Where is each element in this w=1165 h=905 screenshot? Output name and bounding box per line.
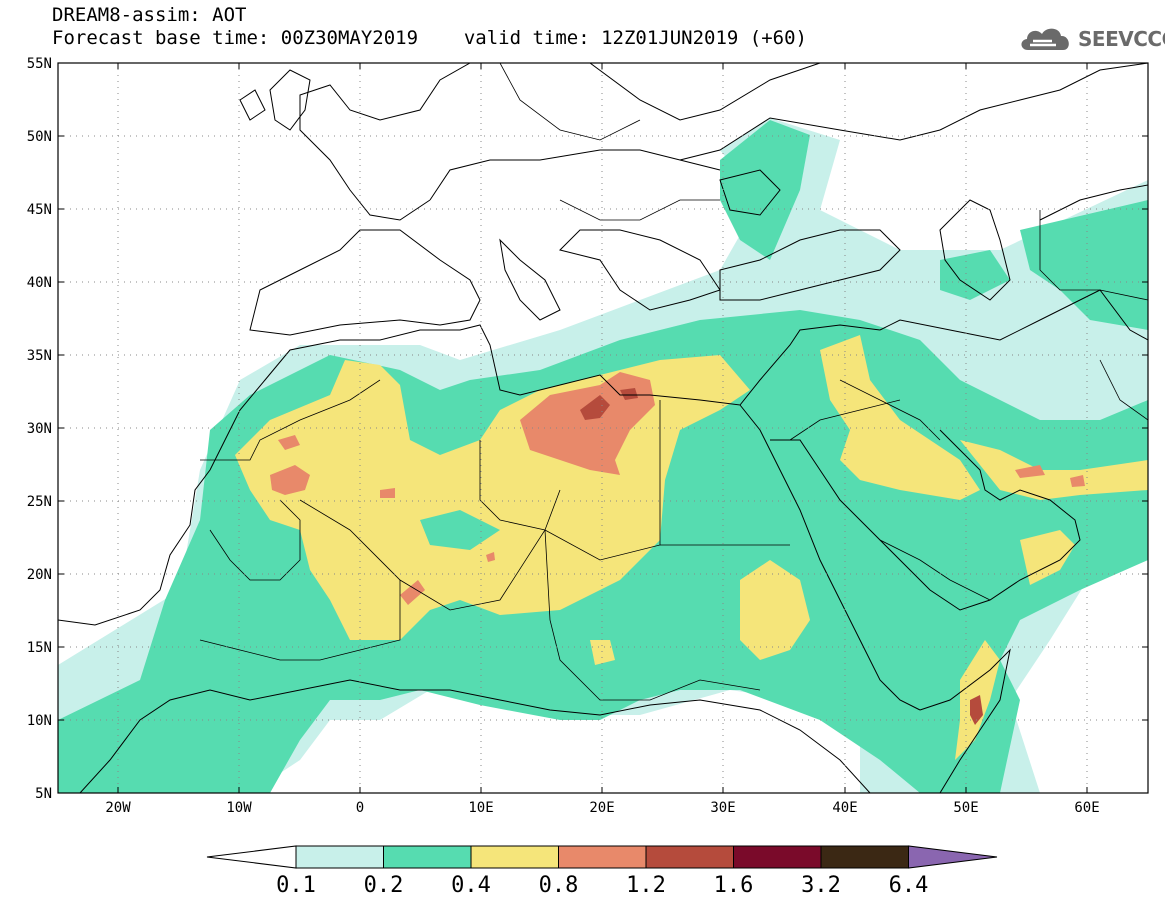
svg-text:60E: 60E [1074,800,1099,816]
lon-tick: 10E [468,800,493,816]
colorbar-segment [383,845,472,869]
aot-field [58,63,1148,793]
colorbar-label: 3.2 [801,873,841,898]
svg-text:35N: 35N [27,348,52,364]
svg-text:0: 0 [356,800,364,816]
colorbar-segment [820,845,909,869]
seevccc-logo: SEEVCCC [1018,22,1165,56]
colorbar-above-arrow [908,845,998,869]
lon-tick: 40E [832,800,857,816]
svg-text:40N: 40N [27,275,52,291]
lat-tick: 5N [35,786,52,802]
coastlines [58,63,1148,793]
colorbar-below-arrow [206,845,297,869]
lat-tick: 25N [27,494,52,510]
map-title: DREAM8-assim: AOT [52,4,247,26]
lon-tick: 30E [710,800,735,816]
lat-tick: 15N [27,640,52,656]
lat-tick: 20N [27,567,52,583]
lon-tick: 20E [589,800,614,816]
borders [199,63,1148,701]
svg-text:50E: 50E [953,800,978,816]
colorbar-segment [645,845,734,869]
colorbar-label: 0.1 [276,873,316,898]
lon-tick: 20W [105,800,131,816]
svg-text:20E: 20E [589,800,614,816]
base-time: Forecast base time: 00Z30MAY2019 [52,27,419,49]
forecast-time-line: Forecast base time: 00Z30MAY2019 valid t… [52,27,807,49]
aot-contour-0.8 [270,372,1085,605]
svg-text:10E: 10E [468,800,493,816]
svg-text:50N: 50N [27,129,52,145]
lon-tick: 0 [356,800,364,816]
cloud-icon [1021,28,1069,50]
colorbar-label: 1.2 [626,873,666,898]
lon-tick: 50E [953,800,978,816]
lat-tick: 55N [27,56,52,72]
colorbar-segment [470,845,559,869]
svg-text:15N: 15N [27,640,52,656]
lat-tick: 10N [27,713,52,729]
svg-text:20N: 20N [27,567,52,583]
lat-tick: 40N [27,275,52,291]
lat-tick: 45N [27,202,52,218]
logo-text: SEEVCCC [1078,27,1165,51]
colorbar-label: 0.8 [539,873,579,898]
svg-text:10W: 10W [226,800,252,816]
lat-tick: 50N [27,129,52,145]
colorbar-label: 0.2 [364,873,404,898]
svg-text:25N: 25N [27,494,52,510]
colorbar-label: 6.4 [889,873,929,898]
lon-tick: 60E [1074,800,1099,816]
svg-text:45N: 45N [27,202,52,218]
svg-text:10N: 10N [27,713,52,729]
svg-text:55N: 55N [27,56,52,72]
lon-tick: 10W [226,800,252,816]
svg-text:30E: 30E [710,800,735,816]
lat-tick: 35N [27,348,52,364]
colorbar-label: 1.6 [714,873,754,898]
lat-tick: 30N [27,421,52,437]
colorbar-segment [558,845,647,869]
svg-text:5N: 5N [35,786,52,802]
svg-text:30N: 30N [27,421,52,437]
lat-axis: 5N 10N 15N 20N 25N 30N 35N 40N 45N 50N 5… [27,56,1148,802]
colorbar-segment [733,845,822,869]
aot-contour-1.2 [580,388,983,725]
valid-time: valid time: 12Z01JUN2019 (+60) [463,27,807,49]
colorbar-label: 0.4 [451,873,491,898]
lon-axis: 20W 10W 0 10E 20E 30E 40E 50E 60E [105,63,1100,816]
svg-text:20W: 20W [105,800,131,816]
colorbar-segment [295,845,384,869]
svg-text:40E: 40E [832,800,857,816]
colorbar: 0.1 0.2 0.4 0.8 1.2 1.6 3.2 6.4 [206,845,998,898]
